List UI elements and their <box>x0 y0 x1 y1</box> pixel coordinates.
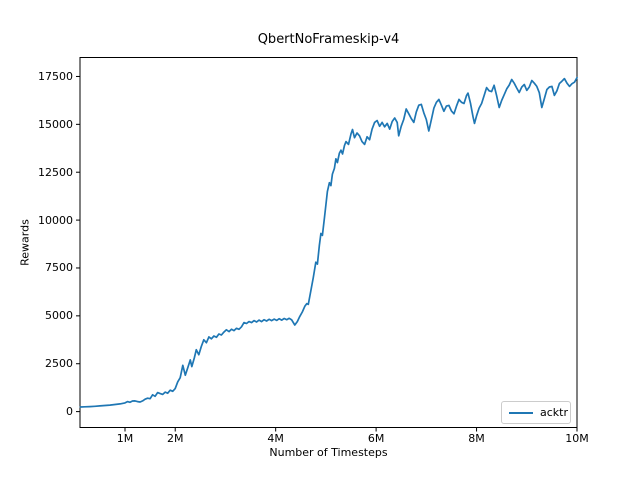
legend-label: acktr <box>540 405 568 419</box>
x-axis-label: Number of Timesteps <box>269 446 388 459</box>
y-axis-label: Rewards <box>18 219 32 266</box>
y-tick-label: 12500 <box>38 165 73 179</box>
chart-title: QbertNoFrameskip-v4 <box>257 32 400 47</box>
acktr-reward-curve <box>79 76 578 408</box>
legend-line-sample <box>509 411 533 414</box>
y-tick-label: 0 <box>66 405 73 419</box>
x-tick-label: 4M <box>267 432 284 445</box>
y-tick-label: 7500 <box>45 261 73 275</box>
legend: acktr <box>501 401 571 424</box>
x-tick-label: 10M <box>565 432 589 445</box>
y-tick-label: 10000 <box>38 213 73 227</box>
y-tick-label: 17500 <box>38 69 73 83</box>
y-tick-label: 15000 <box>38 117 73 131</box>
x-tick-label: 2M <box>166 432 184 445</box>
y-tick-label: 5000 <box>45 309 73 323</box>
plot-frame <box>79 57 578 428</box>
x-tick-label: 1M <box>116 432 134 445</box>
x-tick-label: 8M <box>468 432 485 445</box>
x-tick-label: 6M <box>367 432 385 445</box>
y-tick-label: 2500 <box>45 357 73 371</box>
